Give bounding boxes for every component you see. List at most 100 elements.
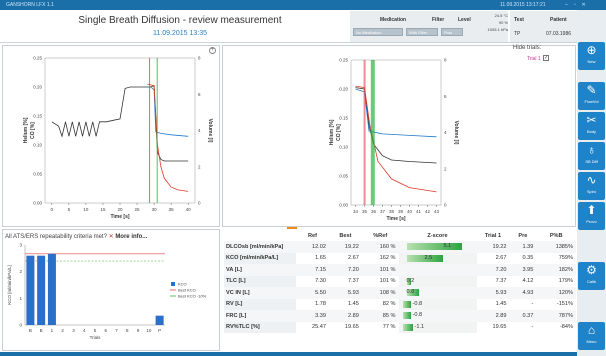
sidebar-sb-diff-button[interactable]: ♁ SB Diff	[578, 142, 605, 170]
x-axis-label: Time [s]	[386, 216, 405, 222]
column-header[interactable]: %Ref	[373, 232, 388, 239]
legend-label: Best KCO	[178, 288, 196, 293]
column-header[interactable]: Trial 1	[484, 232, 502, 239]
zoom-icon[interactable]: +	[209, 47, 216, 54]
table-row[interactable]: RV [L] 1.78 1.45 82 % -0.8 1.45 - -151%	[224, 298, 576, 310]
calib-icon: ⚙	[586, 263, 597, 277]
parameter-unit: [ml/min/kPa/L]	[239, 255, 279, 262]
spiro-icon: ∿	[586, 173, 597, 187]
sidebar-button-label: Provo	[586, 219, 597, 224]
cell-zscore: -0.8	[398, 310, 477, 322]
column-header[interactable]: P%B	[549, 232, 563, 239]
zscore-value: -0.8	[412, 300, 423, 307]
cell-zscore: -0.8	[398, 298, 477, 310]
legend-label: KCO	[178, 282, 187, 287]
test-value: TP	[514, 31, 521, 37]
sidebar-new-button[interactable]: ⊕ New	[578, 42, 605, 70]
medication-label: Medication	[380, 17, 407, 23]
zscore-bar	[406, 243, 462, 250]
column-header[interactable]: Z-score	[427, 232, 448, 239]
cell-pref: 77 %	[382, 324, 396, 331]
table-row[interactable]: VC IN [L] 5.50 5.93 108 % 0.8 5.93 4.93 120%	[224, 287, 576, 299]
trial-1-checkbox[interactable]: ✓	[543, 55, 549, 61]
cell-zscore: 0.2	[398, 275, 477, 287]
sidebar-provo-button[interactable]: ⬆ Provo	[578, 202, 605, 230]
sidebar-flowvol-button[interactable]: ✎ FlowVol	[578, 82, 605, 110]
x-tick-label: 36	[371, 209, 377, 214]
parameter-name: VA [L]	[224, 264, 296, 276]
status-bar	[0, 352, 577, 356]
cell-best: 19.65	[344, 324, 359, 331]
table-row[interactable]: KCO [ml/min/kPa/L] 1.65 2.67 162 % 2.5 2.67 0.…	[224, 252, 576, 264]
cell-zscore: 5.1	[398, 241, 477, 253]
cell-zscore: -1.1	[398, 321, 477, 333]
parameter-unit: [L]	[242, 289, 250, 296]
filter-label: Filter	[432, 17, 445, 23]
column-header[interactable]: Best	[339, 232, 352, 239]
x-tick-label: 34	[353, 209, 359, 214]
medication-select[interactable]: No Medication	[353, 28, 403, 36]
y-tick-label: 0	[19, 323, 22, 328]
cell-best: 19.22	[328, 241, 362, 253]
y2-tick-label: 2	[198, 164, 201, 169]
parameter-unit: [L]	[234, 266, 242, 273]
cell-pref: 108 %	[361, 287, 399, 299]
x-tick-label: 1	[51, 328, 54, 333]
cell-t1: 5.93	[476, 287, 510, 299]
table-row[interactable]: FRC [L] 3.39 2.89 85 % -0.8 2.89 0.37 787%	[224, 310, 576, 322]
bar	[37, 255, 46, 325]
table-row[interactable]: RV%TLC [%] 25.47 19.65 77 % -1.1 19.65 - -84%	[224, 321, 576, 333]
table-row[interactable]: DLCOsb [ml/min/kPa] 12.02 19.22 160 % 5.1 19.…	[224, 241, 576, 253]
x-tick-label: 37	[380, 209, 386, 214]
sidebar-calib-button[interactable]: ⚙ Calib	[578, 262, 605, 290]
x-tick-label: 10	[83, 207, 89, 212]
column-header[interactable]: Ref	[307, 232, 317, 239]
parameter-label: RV%TLC	[226, 324, 252, 331]
parameter-name: DLCOsb [ml/min/kPa]	[224, 241, 296, 253]
sidebar-button-label: Spiro	[586, 189, 597, 194]
cell-t1: 1.45	[495, 301, 507, 308]
full-curve-panel: 0 5 10 15 20 25 30 35 40 0.25 0.20 0.15 0.10 0.05 0.00…	[2, 45, 220, 227]
x-tick-label: 39	[398, 209, 404, 214]
temperature: 24.5 °C	[494, 13, 508, 18]
x-tick-label: 35	[169, 207, 175, 212]
ats-criteria: All ATS/ERS repeatability criteria met? …	[5, 233, 147, 240]
sidebar-button-label: Body	[586, 129, 597, 134]
level-select[interactable]: Post	[441, 28, 463, 36]
cell-t1: 2.67	[495, 255, 507, 262]
y2-tick-label: 6	[444, 94, 447, 99]
x-tick-label: 40	[407, 209, 413, 214]
x-tick-label: B	[29, 328, 32, 333]
sidebar-menu-button[interactable]: ⌂ Menu	[578, 322, 605, 350]
x-tick-label: 7	[115, 328, 118, 333]
filter-select[interactable]: With Filter	[406, 28, 438, 36]
cell-best: 5.93	[328, 287, 362, 299]
sidebar-button-label: New	[587, 59, 596, 64]
sidebar-spiro-button[interactable]: ∿ Spiro	[578, 172, 605, 200]
zscore-value: 0.2	[406, 277, 415, 284]
splitter-handle[interactable]	[287, 227, 297, 229]
patient-label: Patient	[550, 17, 567, 23]
cell-pref: 162 %	[379, 255, 396, 262]
bar	[26, 255, 35, 325]
parameter-name: VC IN [L]	[224, 287, 296, 299]
hide-trials-label: Hide trials:	[513, 45, 542, 51]
parameter-label: VC IN	[226, 289, 243, 296]
cell-pref: 85 %	[361, 310, 399, 322]
cell-pref: 160 %	[361, 241, 399, 253]
table-row[interactable]: VA [L] 7.15 7.20 101 % 7.20 3.95 182%	[224, 264, 576, 276]
cell-best: 7.37	[348, 278, 359, 285]
sidebar-body-button[interactable]: ✂ Body	[578, 112, 605, 140]
more-info-link[interactable]: More info...	[115, 234, 148, 240]
legend-swatch	[171, 282, 175, 286]
window-controls[interactable]: –▫✕	[565, 2, 592, 8]
cell-pre: 4.93	[509, 287, 537, 299]
column-header[interactable]	[224, 230, 296, 241]
column-header[interactable]: Pre	[518, 232, 528, 239]
table-row[interactable]: TLC [L] 7.30 7.37 101 % 0.2 7.37 4.12 179%	[224, 275, 576, 287]
x-tick-label: P	[158, 328, 161, 333]
y-tick-label: 0.25	[33, 56, 42, 61]
x-axis-label: Trials	[90, 335, 102, 340]
series-line	[355, 87, 437, 164]
zscore-bar	[402, 312, 411, 319]
